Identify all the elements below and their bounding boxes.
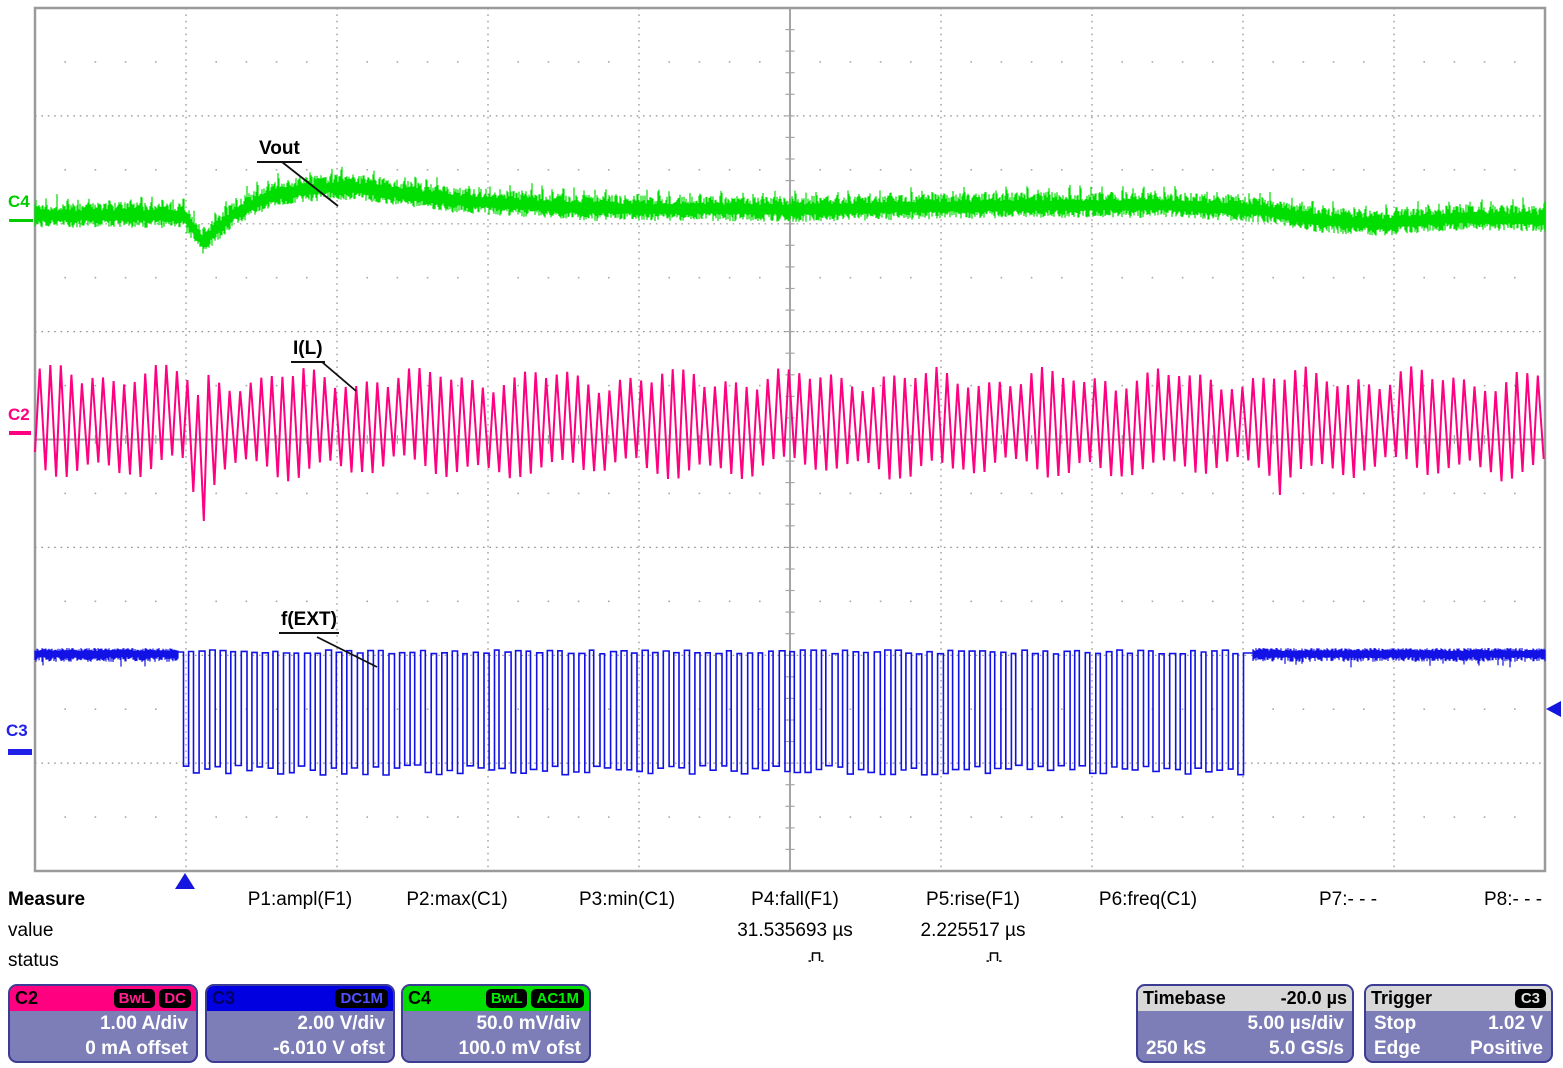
channel-box-id: C4 [408,988,432,1008]
trigger-mode-row: Stop 1.02 V [1366,1011,1551,1036]
channel-box-c4[interactable]: C4 BwL AC1M 50.0 mV/div 100.0 mV ofst [401,984,591,1063]
coupling-badge: DC [159,989,191,1008]
trigger-type-row: Edge Positive [1366,1036,1551,1061]
measure-row-title: Measure [8,889,86,910]
timebase-box[interactable]: Timebase -20.0 µs 5.00 µs/div 250 kS 5.0… [1136,984,1354,1063]
channel-box-id: C3 [212,988,236,1008]
pulse-status-icon [986,952,1002,962]
pulse-status-icon [808,952,824,962]
measure-param-label[interactable]: P8:- - - [1483,889,1543,910]
channel-scale-row: 2.00 V/div [297,1013,385,1034]
channel-box-header: C2 BwL DC [10,986,196,1011]
measure-status [808,949,827,969]
channel-box-id: C2 [15,988,39,1008]
channel-offset-row: 0 mA offset [85,1038,188,1059]
trigger-box[interactable]: Trigger C3 Stop 1.02 V Edge Positive [1364,984,1553,1063]
trace-c3-idle [34,648,1546,668]
timebase-header: Timebase -20.0 µs [1138,986,1352,1011]
trace-label-vout: Vout [257,138,302,163]
trace-c3-fext [178,649,1253,776]
channel-marker-c2[interactable]: C2 [8,405,30,424]
measure-param-label[interactable]: P6:freq(C1) [1098,889,1198,910]
measure-param-label[interactable]: P1:ampl(F1) [247,889,353,910]
measure-row-status: status [8,950,59,971]
measure-param-label[interactable]: P3:min(C1) [578,889,676,910]
waveform-plot [33,6,1561,889]
channel-box-c3[interactable]: C3 DC1M 2.00 V/div -6.010 V ofst [205,984,395,1063]
timebase-scale-row: 5.00 µs/div [1138,1011,1352,1036]
measure-row-value: value [8,920,54,941]
channel-box-header: C3 DC1M [207,986,393,1011]
coupling-badge: AC1M [531,989,584,1008]
timebase-sampling-row: 250 kS 5.0 GS/s [1138,1036,1352,1061]
channel-box-header: C4 BwL AC1M [403,986,589,1011]
measure-param-label[interactable]: P2:max(C1) [406,889,508,910]
measure-param-label[interactable]: P5:rise(F1) [926,889,1020,910]
measure-status [986,949,1005,969]
coupling-badge: BwL [485,989,528,1008]
timebase-samples: 250 kS [1146,1038,1207,1059]
trigger-mode: Stop [1374,1013,1417,1034]
trigger-title: Trigger [1371,988,1433,1008]
measure-param-label[interactable]: P7:- - - [1318,889,1378,910]
channel-scale-row: 1.00 A/div [99,1013,188,1034]
measure-value: 31.535693 µs [737,920,853,941]
trace-c4-vout [34,166,1546,254]
timebase-title: Timebase [1143,988,1226,1008]
leader-il [321,361,357,392]
trace-c2-il [34,364,1545,522]
trigger-type: Edge [1374,1038,1421,1059]
trigger-time-marker[interactable] [175,873,195,889]
channel-zero-dash-c2 [9,431,31,435]
timebase-rate: 5.0 GS/s [1269,1038,1344,1059]
trigger-level: 1.02 V [1488,1013,1543,1034]
trigger-source-badge: C3 [1514,989,1546,1008]
trigger-header: Trigger C3 [1366,986,1551,1011]
coupling-badge: DC1M [335,989,388,1008]
channel-offset-row: -6.010 V ofst [273,1038,385,1059]
trace-label-il: I(L) [291,338,325,363]
trace-label-fext: f(EXT) [279,609,339,634]
leader-vout [281,161,339,207]
channel-scale-row: 50.0 mV/div [476,1013,581,1034]
channel-offset-row: 100.0 mV ofst [458,1038,582,1059]
channel-zero-dash-c4 [9,219,33,222]
channel-marker-c3[interactable]: C3 [6,721,28,740]
channel-box-c2[interactable]: C2 BwL DC 1.00 A/div 0 mA offset [8,984,198,1063]
measure-value: 2.225517 µs [920,920,1026,941]
timebase-delay: -20.0 µs [1280,988,1347,1008]
trigger-slope: Positive [1470,1038,1543,1059]
timebase-per-div: 5.00 µs/div [1247,1013,1344,1034]
leader-fext [316,636,378,668]
channel-zero-dash-c3 [8,749,32,755]
channel-marker-c4[interactable]: C4 [8,192,30,211]
measure-param-label[interactable]: P4:fall(F1) [751,889,839,910]
trigger-level-marker[interactable] [1546,701,1561,717]
coupling-badge: BwL [113,989,156,1008]
